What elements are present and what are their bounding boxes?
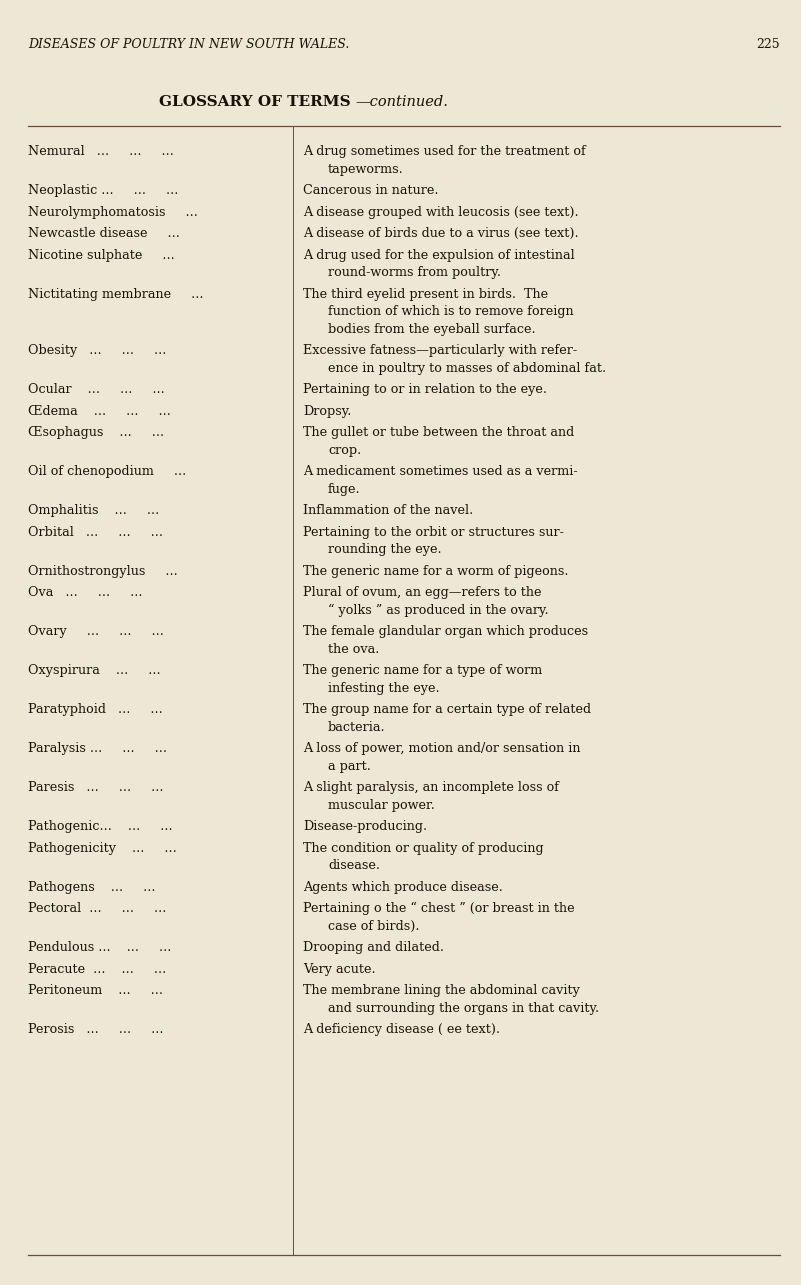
Text: ence in poultry to masses of abdominal fat.: ence in poultry to masses of abdominal f…	[328, 362, 606, 375]
Text: Neurolymphomatosis     ...: Neurolymphomatosis ...	[28, 206, 198, 218]
Text: Plural of ovum, an egg—refers to the: Plural of ovum, an egg—refers to the	[303, 586, 541, 599]
Text: Nicotine sulphate     ...: Nicotine sulphate ...	[28, 249, 175, 262]
Text: A deficiency disease ( ee text).: A deficiency disease ( ee text).	[303, 1023, 500, 1036]
Text: Ocular    ...     ...     ...: Ocular ... ... ...	[28, 383, 165, 396]
Text: Drooping and dilated.: Drooping and dilated.	[303, 941, 444, 955]
Text: Œsophagus    ...     ...: Œsophagus ... ...	[28, 427, 164, 439]
Text: Pathogens    ...     ...: Pathogens ... ...	[28, 880, 155, 894]
Text: DISEASES OF POULTRY IN NEW SOUTH WALES.: DISEASES OF POULTRY IN NEW SOUTH WALES.	[28, 39, 349, 51]
Text: A drug sometimes used for the treatment of: A drug sometimes used for the treatment …	[303, 145, 586, 158]
Text: Ovary     ...     ...     ...: Ovary ... ... ...	[28, 626, 164, 639]
Text: Neoplastic ...     ...     ...: Neoplastic ... ... ...	[28, 184, 179, 198]
Text: GLOSSARY OF TERMS: GLOSSARY OF TERMS	[159, 95, 351, 109]
Text: Nictitating membrane     ...: Nictitating membrane ...	[28, 288, 203, 301]
Text: A drug used for the expulsion of intestinal: A drug used for the expulsion of intesti…	[303, 249, 575, 262]
Text: rounding the eye.: rounding the eye.	[328, 544, 441, 556]
Text: Oil of chenopodium     ...: Oil of chenopodium ...	[28, 465, 187, 478]
Text: a part.: a part.	[328, 759, 371, 772]
Text: Paralysis ...     ...     ...: Paralysis ... ... ...	[28, 743, 167, 756]
Text: bacteria.: bacteria.	[328, 721, 385, 734]
Text: Inflammation of the navel.: Inflammation of the navel.	[303, 504, 473, 518]
Text: crop.: crop.	[328, 443, 361, 456]
Text: bodies from the eyeball surface.: bodies from the eyeball surface.	[328, 323, 536, 335]
Text: Cancerous in nature.: Cancerous in nature.	[303, 184, 438, 198]
Text: the ova.: the ova.	[328, 642, 380, 655]
Text: The generic name for a type of worm: The generic name for a type of worm	[303, 664, 542, 677]
Text: Obesity   ...     ...     ...: Obesity ... ... ...	[28, 344, 167, 357]
Text: The condition or quality of producing: The condition or quality of producing	[303, 842, 544, 855]
Text: disease.: disease.	[328, 860, 380, 873]
Text: and surrounding the organs in that cavity.: and surrounding the organs in that cavit…	[328, 1002, 599, 1015]
Text: Pertaining to the orbit or structures sur-: Pertaining to the orbit or structures su…	[303, 526, 564, 538]
Text: Peritoneum    ...     ...: Peritoneum ... ...	[28, 984, 163, 997]
Text: A medicament sometimes used as a vermi-: A medicament sometimes used as a vermi-	[303, 465, 578, 478]
Text: A disease of birds due to a virus (see text).: A disease of birds due to a virus (see t…	[303, 227, 578, 240]
Text: Peracute  ...    ...     ...: Peracute ... ... ...	[28, 962, 167, 975]
Text: muscular power.: muscular power.	[328, 799, 435, 812]
Text: A loss of power, motion and/or sensation in: A loss of power, motion and/or sensation…	[303, 743, 581, 756]
Text: Paresis   ...     ...     ...: Paresis ... ... ...	[28, 781, 163, 794]
Text: The membrane lining the abdominal cavity: The membrane lining the abdominal cavity	[303, 984, 580, 997]
Text: Agents which produce disease.: Agents which produce disease.	[303, 880, 503, 894]
Text: The third eyelid present in birds.  The: The third eyelid present in birds. The	[303, 288, 548, 301]
Text: infesting the eye.: infesting the eye.	[328, 682, 440, 695]
Text: 225: 225	[756, 39, 780, 51]
Text: function of which is to remove foreign: function of which is to remove foreign	[328, 306, 574, 319]
Text: Pertaining to or in relation to the eye.: Pertaining to or in relation to the eye.	[303, 383, 547, 396]
Text: Pectoral  ...     ...     ...: Pectoral ... ... ...	[28, 902, 167, 915]
Text: The group name for a certain type of related: The group name for a certain type of rel…	[303, 703, 591, 716]
Text: A slight paralysis, an incomplete loss of: A slight paralysis, an incomplete loss o…	[303, 781, 559, 794]
Text: Nemural   ...     ...     ...: Nemural ... ... ...	[28, 145, 174, 158]
Text: Paratyphoid   ...     ...: Paratyphoid ... ...	[28, 703, 163, 716]
Text: Ornithostrongylus     ...: Ornithostrongylus ...	[28, 564, 178, 578]
Text: Œdema    ...     ...     ...: Œdema ... ... ...	[28, 405, 171, 418]
Text: Oxyspirura    ...     ...: Oxyspirura ... ...	[28, 664, 161, 677]
Text: fuge.: fuge.	[328, 483, 360, 496]
Text: Perosis   ...     ...     ...: Perosis ... ... ...	[28, 1023, 163, 1036]
Text: —continued.: —continued.	[356, 95, 449, 109]
Text: A disease grouped with leucosis (see text).: A disease grouped with leucosis (see tex…	[303, 206, 578, 218]
Text: Newcastle disease     ...: Newcastle disease ...	[28, 227, 180, 240]
Text: Pertaining o the “ chest ” (or breast in the: Pertaining o the “ chest ” (or breast in…	[303, 902, 574, 915]
Text: Disease-producing.: Disease-producing.	[303, 820, 427, 833]
Text: Orbital   ...     ...     ...: Orbital ... ... ...	[28, 526, 163, 538]
Text: The gullet or tube between the throat and: The gullet or tube between the throat an…	[303, 427, 574, 439]
Text: The generic name for a worm of pigeons.: The generic name for a worm of pigeons.	[303, 564, 569, 578]
Text: Omphalitis    ...     ...: Omphalitis ... ...	[28, 504, 159, 518]
Text: case of birds).: case of birds).	[328, 920, 420, 933]
Text: “ yolks ” as produced in the ovary.: “ yolks ” as produced in the ovary.	[328, 604, 549, 617]
Text: Excessive fatness—particularly with refer-: Excessive fatness—particularly with refe…	[303, 344, 578, 357]
Text: tapeworms.: tapeworms.	[328, 163, 404, 176]
Text: Pathogenic...    ...     ...: Pathogenic... ... ...	[28, 820, 173, 833]
Text: round-worms from poultry.: round-worms from poultry.	[328, 266, 501, 279]
Text: Pathogenicity    ...     ...: Pathogenicity ... ...	[28, 842, 177, 855]
Text: Pendulous ...    ...     ...: Pendulous ... ... ...	[28, 941, 171, 955]
Text: The female glandular organ which produces: The female glandular organ which produce…	[303, 626, 588, 639]
Text: Very acute.: Very acute.	[303, 962, 376, 975]
Text: Dropsy.: Dropsy.	[303, 405, 352, 418]
Text: Ova   ...     ...     ...: Ova ... ... ...	[28, 586, 143, 599]
